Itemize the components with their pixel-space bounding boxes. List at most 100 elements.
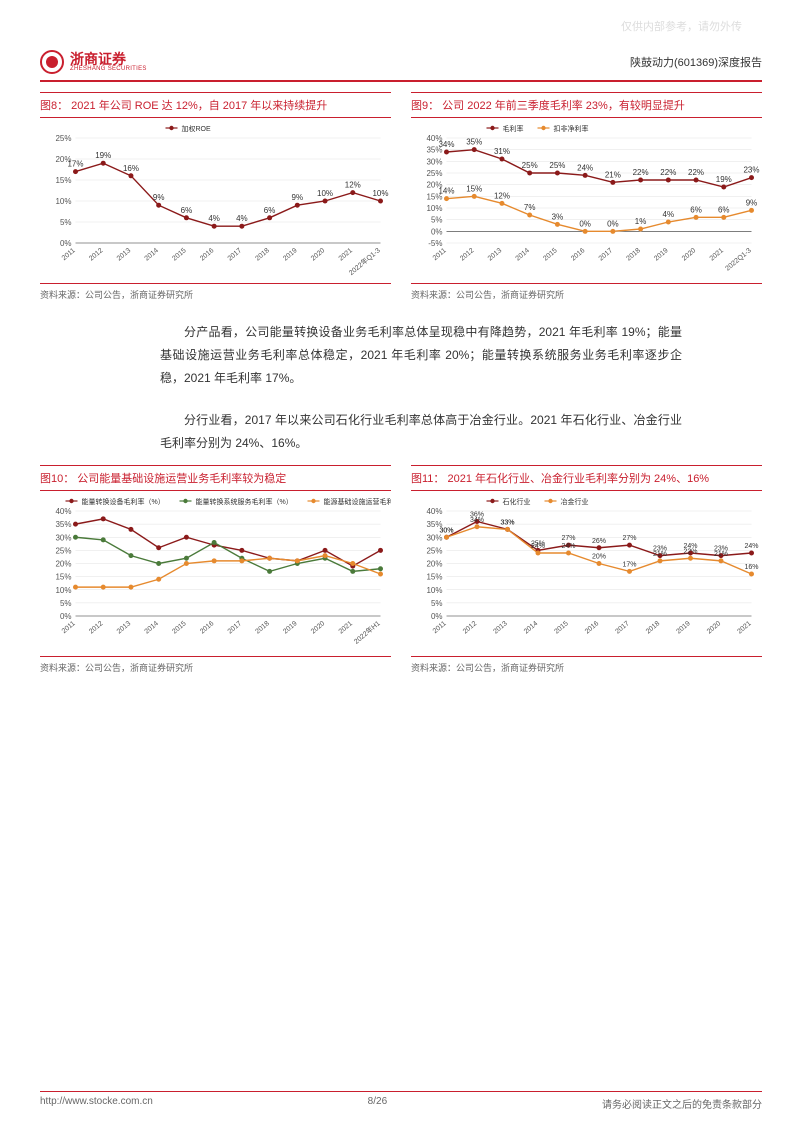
svg-text:2015: 2015 xyxy=(553,620,570,635)
svg-text:2021: 2021 xyxy=(338,620,355,635)
svg-text:2022年H1: 2022年H1 xyxy=(352,619,382,646)
svg-text:15%: 15% xyxy=(55,176,71,185)
svg-text:16%: 16% xyxy=(744,564,758,571)
svg-text:25%: 25% xyxy=(426,546,442,555)
svg-text:19%: 19% xyxy=(95,151,111,160)
svg-text:7%: 7% xyxy=(524,203,536,212)
svg-text:22%: 22% xyxy=(688,168,704,177)
svg-text:35%: 35% xyxy=(55,520,71,529)
svg-text:2020: 2020 xyxy=(310,620,327,635)
svg-text:2019: 2019 xyxy=(282,620,299,635)
charts-row-2: 图10： 公司能量基础设施运营业务毛利率较为稳定 0%5%10%15%20%25… xyxy=(40,465,762,674)
svg-text:9%: 9% xyxy=(153,193,165,202)
svg-text:2018: 2018 xyxy=(254,620,271,635)
svg-text:14%: 14% xyxy=(438,187,454,196)
svg-text:24%: 24% xyxy=(577,163,593,172)
svg-text:2014: 2014 xyxy=(144,620,161,635)
svg-text:30%: 30% xyxy=(55,533,71,542)
brand-name-en: ZHESHANG SECURITIES xyxy=(70,66,147,72)
figure-9-title: 图9： 公司 2022 年前三季度毛利率 23%，有较明显提升 xyxy=(411,92,762,118)
svg-text:4%: 4% xyxy=(663,210,675,219)
svg-text:2020: 2020 xyxy=(706,620,723,635)
watermark: 仅供内部参考，请勿外传 xyxy=(621,18,742,34)
svg-text:2018: 2018 xyxy=(625,247,642,262)
brand-name-cn: 浙商证券 xyxy=(70,52,147,66)
svg-text:4%: 4% xyxy=(236,214,248,223)
svg-text:3%: 3% xyxy=(552,212,564,221)
svg-text:石化行业: 石化行业 xyxy=(503,497,531,506)
footer: http://www.stocke.com.cn 8/26 请务必阅读正文之后的… xyxy=(40,1091,762,1111)
figure-11-chart: 0%5%10%15%20%25%30%35%40%201120122013201… xyxy=(411,491,762,651)
svg-text:16%: 16% xyxy=(123,164,139,173)
svg-text:2013: 2013 xyxy=(492,620,509,635)
svg-text:25%: 25% xyxy=(55,546,71,555)
svg-text:2017: 2017 xyxy=(227,247,244,262)
svg-text:2020: 2020 xyxy=(681,247,698,262)
svg-text:15%: 15% xyxy=(466,184,482,193)
svg-text:12%: 12% xyxy=(345,181,361,190)
figure-9: 图9： 公司 2022 年前三季度毛利率 23%，有较明显提升 -5%0%5%1… xyxy=(411,92,762,301)
svg-text:22%: 22% xyxy=(633,168,649,177)
svg-text:31%: 31% xyxy=(494,147,510,156)
svg-text:27%: 27% xyxy=(622,535,636,542)
svg-text:15%: 15% xyxy=(426,573,442,582)
svg-text:6%: 6% xyxy=(264,206,276,215)
svg-text:2017: 2017 xyxy=(614,620,631,635)
svg-text:2011: 2011 xyxy=(432,620,448,635)
figure-10: 图10： 公司能量基础设施运营业务毛利率较为稳定 0%5%10%15%20%25… xyxy=(40,465,391,674)
svg-text:扣非净利率: 扣非净利率 xyxy=(554,124,589,133)
svg-text:2017: 2017 xyxy=(227,620,244,635)
svg-text:25%: 25% xyxy=(426,169,442,178)
svg-text:19%: 19% xyxy=(716,175,732,184)
svg-text:23%: 23% xyxy=(743,166,759,175)
svg-text:9%: 9% xyxy=(292,193,304,202)
brand: 浙商证券 ZHESHANG SECURITIES xyxy=(40,50,147,74)
svg-text:能量转换设备毛利率（%）: 能量转换设备毛利率（%） xyxy=(82,497,165,506)
figure-10-title: 图10： 公司能量基础设施运营业务毛利率较为稳定 xyxy=(40,465,391,491)
svg-text:20%: 20% xyxy=(55,559,71,568)
svg-text:30%: 30% xyxy=(439,527,453,534)
svg-text:2019: 2019 xyxy=(653,247,670,262)
svg-text:2016: 2016 xyxy=(584,620,601,635)
svg-text:2011: 2011 xyxy=(61,247,77,262)
paragraph-1: 分产品看，公司能量转换设备业务毛利率总体呈现稳中有降趋势，2021 年毛利率 1… xyxy=(160,321,682,389)
svg-text:10%: 10% xyxy=(426,586,442,595)
svg-text:26%: 26% xyxy=(592,538,606,545)
svg-text:能量转换系统服务毛利率（%）: 能量转换系统服务毛利率（%） xyxy=(196,497,293,506)
svg-text:25%: 25% xyxy=(549,161,565,170)
svg-text:2021: 2021 xyxy=(736,620,753,635)
svg-text:2015: 2015 xyxy=(171,620,188,635)
svg-text:2011: 2011 xyxy=(61,620,77,635)
figure-9-source: 资料来源：公司公告，浙商证券研究所 xyxy=(411,283,762,301)
svg-text:0%: 0% xyxy=(431,612,443,621)
logo-icon xyxy=(40,50,64,74)
figure-8-source: 资料来源：公司公告，浙商证券研究所 xyxy=(40,283,391,301)
svg-text:34%: 34% xyxy=(438,140,454,149)
svg-text:0%: 0% xyxy=(60,612,72,621)
svg-text:2012: 2012 xyxy=(88,247,105,262)
svg-text:40%: 40% xyxy=(55,507,71,516)
svg-text:2012: 2012 xyxy=(462,620,479,635)
svg-text:2020: 2020 xyxy=(310,247,327,262)
svg-text:9%: 9% xyxy=(746,198,758,207)
svg-text:2016: 2016 xyxy=(570,247,587,262)
svg-text:2021: 2021 xyxy=(338,247,355,262)
svg-text:能源基础设施运营毛利率（%）: 能源基础设施运营毛利率（%） xyxy=(324,497,392,506)
footer-url: http://www.stocke.com.cn xyxy=(40,1096,153,1111)
svg-text:2018: 2018 xyxy=(645,620,662,635)
svg-text:6%: 6% xyxy=(181,206,193,215)
charts-row-1: 图8： 2021 年公司 ROE 达 12%，自 2017 年以来持续提升 0%… xyxy=(40,92,762,301)
svg-text:4%: 4% xyxy=(208,214,220,223)
svg-text:22%: 22% xyxy=(683,548,697,555)
svg-text:24%: 24% xyxy=(744,543,758,550)
svg-text:17%: 17% xyxy=(67,160,83,169)
svg-text:40%: 40% xyxy=(426,507,442,516)
svg-text:6%: 6% xyxy=(690,205,702,214)
figure-8-title: 图8： 2021 年公司 ROE 达 12%，自 2017 年以来持续提升 xyxy=(40,92,391,118)
figure-8-chart: 0%5%10%15%20%25%201120122013201420152016… xyxy=(40,118,391,278)
figure-11: 图11： 2021 年石化行业、冶金行业毛利率分别为 24%、16% 0%5%1… xyxy=(411,465,762,674)
svg-text:25%: 25% xyxy=(522,161,538,170)
svg-text:5%: 5% xyxy=(431,216,443,225)
footer-disclaimer: 请务必阅读正文之后的免责条款部分 xyxy=(602,1096,762,1111)
svg-text:2016: 2016 xyxy=(199,247,216,262)
